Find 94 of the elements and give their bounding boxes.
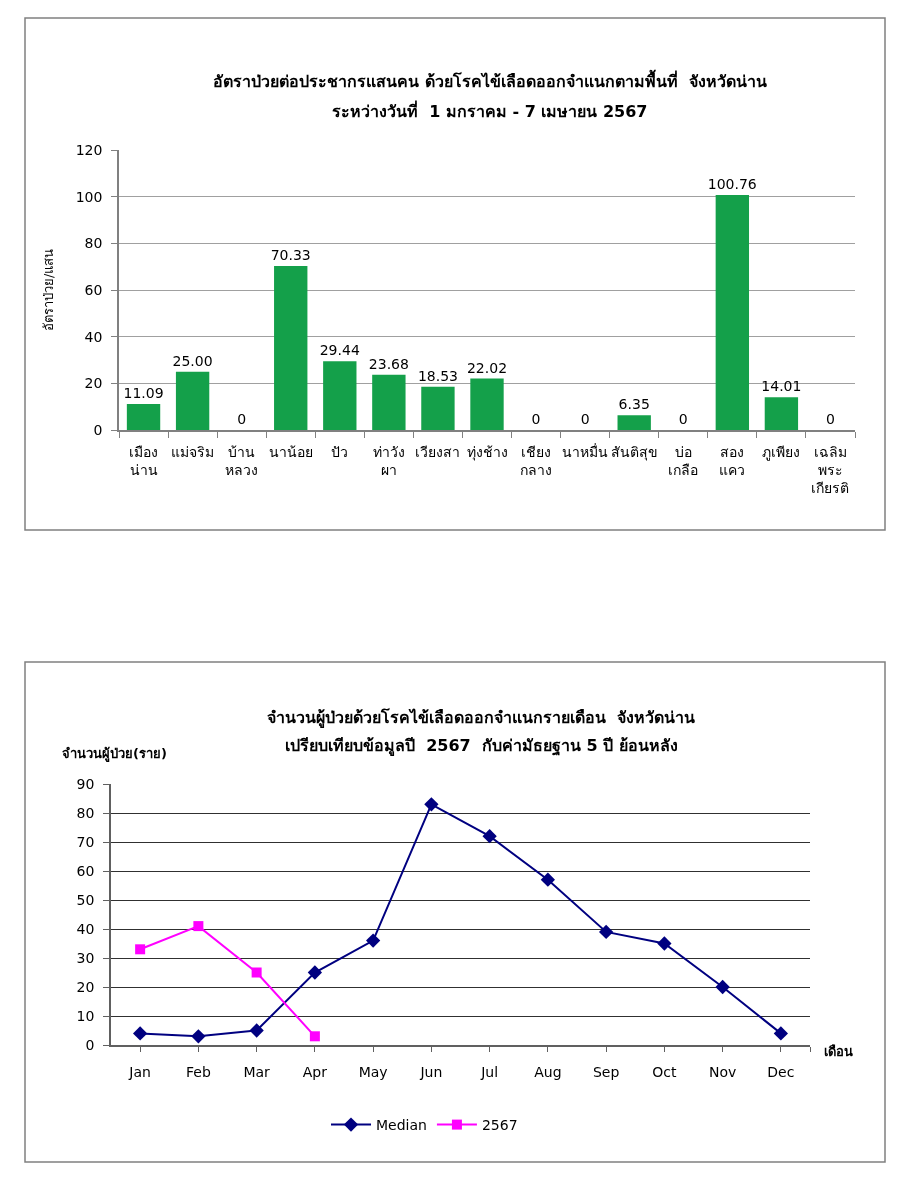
chart-title: จำนวนผู้ป่วยด้วยโรคไข้เลือดออกจำแนกรายเดือน จังหวัดน่าน (267, 707, 696, 729)
x-tick-label: Aug (534, 1063, 562, 1080)
x-tick-label: ปัว (331, 443, 349, 460)
point (249, 1023, 264, 1038)
legend-label: 2567 (481, 1117, 518, 1134)
y-tick-label: 10 (76, 1007, 95, 1024)
x-tick-label: Dec (767, 1063, 795, 1080)
chart-subtitle: เปรียบเทียบข้อมูลปี 2567 กับค่ามัธยฐาน 5 ปี ย้อนหลัง (285, 736, 678, 757)
data-label: 0 (580, 411, 590, 427)
y-tick-label: 80 (76, 804, 95, 821)
x-tick-label: May (358, 1063, 388, 1080)
y-tick-label: 80 (84, 235, 103, 252)
bar (715, 194, 750, 430)
x-tick-label: Jan (128, 1063, 151, 1080)
x-tick-label: นาน้อย (268, 443, 313, 460)
data-label: 6.35 (618, 396, 650, 413)
point (307, 965, 323, 980)
data-label: 29.44 (319, 342, 360, 359)
data-label: 22.02 (466, 359, 508, 376)
x-tick-label: สอง แคว (719, 443, 746, 478)
x-tick-label: Jun (419, 1063, 443, 1080)
point (424, 797, 439, 812)
x-tick-label: แม่จริม (171, 443, 215, 460)
point (309, 1031, 320, 1042)
x-tick-label: ทุ่งช้าง (466, 443, 508, 461)
x-tick-label: บ่อ เกลือ (668, 443, 699, 478)
x-tick-label: เมือง น่าน (129, 443, 159, 478)
y-tick-label: 100 (75, 188, 103, 205)
legend-label: Median (376, 1117, 427, 1134)
point (715, 979, 730, 995)
bar (764, 397, 799, 430)
point (365, 933, 381, 948)
y-tick-label: 40 (76, 920, 95, 937)
data-label: 0 (237, 411, 247, 427)
bar (274, 265, 308, 430)
x-tick-label: Oct (652, 1063, 677, 1080)
point (191, 1029, 206, 1044)
chart-subtitle: ระหว่างวันที่ 1 มกราคม - 7 เมษายน 2567 (332, 100, 648, 121)
bar (372, 374, 406, 430)
y-tick-label: 90 (76, 775, 95, 792)
x-tick-label: เชียง กลาง (520, 443, 553, 478)
x-tick-label: สันติสุข (610, 443, 658, 461)
x-tick-label: ภูเพียง (762, 443, 801, 461)
x-tick-label: เวียงสา (415, 443, 461, 460)
x-tick-label: Apr (302, 1063, 328, 1080)
data-label: 18.53 (417, 367, 458, 384)
point (193, 921, 204, 932)
data-label: 0 (826, 411, 835, 427)
x-tick-label: Jul (480, 1063, 499, 1080)
data-label: 100.76 (707, 175, 757, 192)
y-tick-label: 60 (76, 862, 95, 879)
y-axis-title: อัตราป่วย/แสน (41, 248, 56, 331)
data-label: 14.01 (761, 378, 802, 395)
point (598, 924, 614, 940)
y-tick-label: 70 (76, 833, 95, 850)
y-tick-label: 20 (76, 978, 95, 995)
y-tick-label: 20 (84, 375, 103, 392)
y-axis-title: จำนวนผู้ป่วย(ราย) (62, 746, 167, 762)
x-axis-title: เดือน (824, 1044, 853, 1059)
bar (323, 361, 357, 430)
x-tick-label: Nov (708, 1063, 737, 1080)
y-tick-label: 50 (76, 891, 95, 908)
data-label: 25.00 (172, 352, 213, 369)
data-label: 70.33 (270, 246, 311, 263)
chart-title: อัตราป่วยต่อประชากรแสนคน ด้วยโรคไข้เลือดออกจำแนกตามพื้นที่ จังหวัดน่าน (213, 69, 767, 91)
bar (617, 415, 651, 430)
point (540, 872, 556, 887)
x-tick-label: บ้าน หลวง (225, 443, 259, 478)
point (482, 829, 497, 844)
bar (175, 371, 210, 430)
x-tick-label: ท่าวัง ผา (372, 443, 405, 478)
point (132, 1026, 148, 1041)
x-tick-label: นาหมื่น (562, 442, 609, 460)
x-tick-label: Feb (185, 1063, 211, 1080)
point (773, 1026, 789, 1041)
x-tick-label: เฉลิม พระ เกียรติ (811, 443, 850, 496)
bar (126, 404, 161, 430)
y-tick-label: 40 (84, 328, 103, 345)
y-tick-label: 60 (84, 281, 103, 298)
data-label: 0 (531, 411, 541, 427)
data-label: 0 (678, 411, 688, 427)
x-tick-label: Mar (243, 1063, 271, 1080)
y-tick-label: 0 (85, 1036, 95, 1053)
y-tick-label: 120 (75, 141, 103, 158)
point (135, 944, 146, 955)
y-tick-label: 30 (76, 949, 95, 966)
point (251, 967, 262, 978)
y-tick-label: 0 (93, 421, 103, 438)
bar (470, 378, 504, 430)
data-label: 23.68 (368, 355, 409, 372)
bar (421, 386, 455, 430)
x-tick-label: Sep (592, 1063, 620, 1080)
point (657, 936, 672, 951)
data-label: 11.09 (123, 385, 164, 402)
